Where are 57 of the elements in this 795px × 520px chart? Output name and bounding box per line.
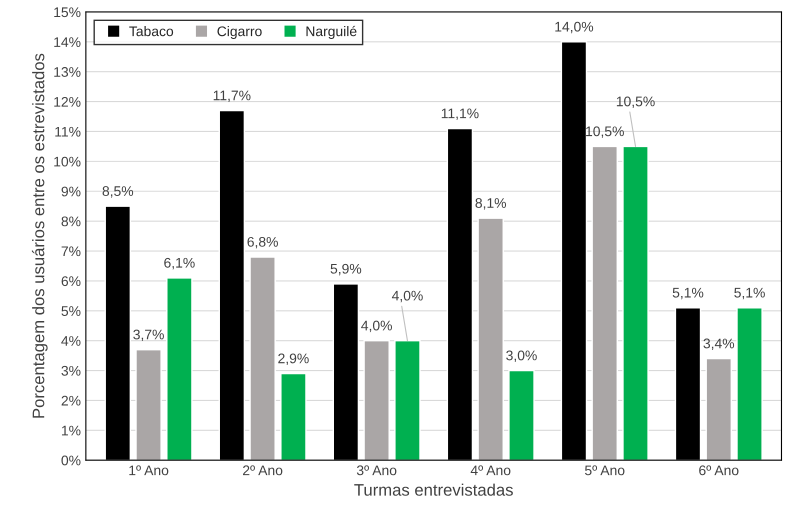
y-tick-label: 3%	[61, 366, 81, 376]
y-axis-title: Porcentagem dos usuários entre os estrevistados	[32, 54, 48, 418]
legend-label: Tabaco	[129, 26, 174, 36]
bar	[706, 358, 732, 460]
legend-label: Cigarro	[217, 26, 262, 39]
y-tick-label: 8%	[62, 216, 81, 226]
bar	[394, 340, 421, 460]
bar	[736, 307, 763, 460]
x-tick-label: 6º Ano	[699, 465, 738, 476]
y-tick-label: 5%	[61, 306, 81, 316]
bar	[280, 372, 307, 460]
data-label: 5,1%	[734, 288, 765, 300]
bar	[508, 370, 535, 460]
data-label: 3,7%	[133, 330, 164, 342]
data-label: 6,1%	[164, 258, 195, 270]
data-label: 4,0%	[361, 320, 392, 332]
x-tick-label: 1º Ano	[129, 465, 168, 476]
y-tick-label: 11%	[55, 126, 81, 137]
y-tick-label: 4%	[61, 336, 81, 346]
y-tick-label: 10%	[54, 156, 81, 167]
data-label: 5,9%	[330, 264, 362, 276]
data-label: 2,9%	[278, 353, 309, 365]
data-label: 11,1%	[442, 108, 479, 120]
x-tick-label: 4º Ano	[470, 465, 510, 476]
bar	[622, 146, 649, 460]
y-tick-label: 6%	[62, 276, 81, 286]
x-tick-label: 2º Ano	[243, 465, 282, 476]
data-label: 14,0%	[555, 22, 594, 34]
bar	[135, 348, 162, 460]
y-tick-label: 7%	[62, 246, 81, 256]
bar	[363, 340, 390, 460]
data-label: 3,4%	[703, 338, 734, 350]
bar	[591, 146, 618, 460]
data-label: 10,5%	[616, 96, 655, 108]
bar	[477, 217, 504, 460]
y-tick-label: 9%	[62, 186, 81, 196]
data-label: 8,5%	[102, 186, 134, 198]
y-tick-label: 14%	[54, 37, 81, 47]
x-tick-label: 3º Ano	[356, 465, 396, 476]
data-label: 10,5%	[586, 126, 624, 138]
data-label: 8,1%	[475, 198, 506, 210]
y-tick-label: 15%	[54, 7, 81, 18]
x-tick-label: 5º Ano	[584, 465, 624, 476]
data-label: 11,7%	[214, 90, 251, 102]
data-label: 4,0%	[392, 290, 423, 302]
bar	[166, 277, 193, 460]
data-label: 5,1%	[672, 288, 704, 300]
legend-label: Narguilé	[306, 26, 356, 39]
y-tick-label: 0%	[61, 456, 81, 466]
y-tick-label: 1%	[62, 426, 81, 436]
data-label: 3,0%	[506, 350, 537, 362]
x-axis-title: Turmas entrevistadas	[354, 484, 513, 496]
y-tick-label: 12%	[54, 96, 81, 107]
y-tick-label: 13%	[54, 67, 81, 77]
y-tick-label: 2%	[62, 396, 81, 406]
bar	[249, 256, 276, 460]
data-label: 6,8%	[247, 236, 278, 248]
